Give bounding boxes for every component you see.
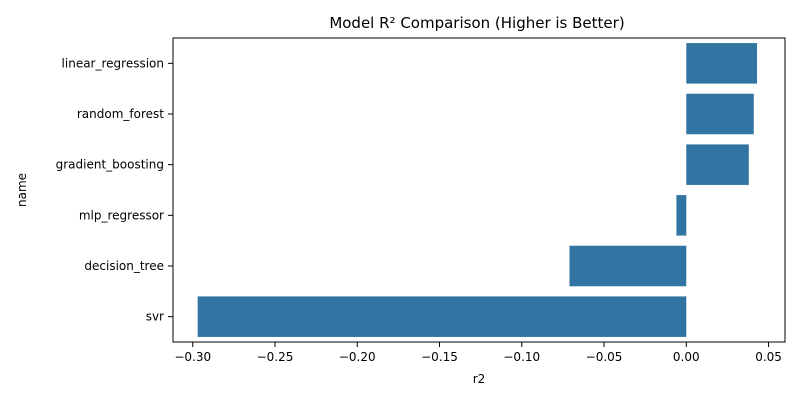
bar-gradient-boosting bbox=[686, 144, 749, 185]
x-tick-label: 0.00 bbox=[673, 350, 700, 364]
x-tick-label: 0.05 bbox=[755, 350, 782, 364]
x-tick-label: −0.05 bbox=[586, 350, 623, 364]
bar-linear-regression bbox=[686, 43, 758, 84]
bar-random-forest bbox=[686, 93, 754, 135]
x-tick-label: −0.25 bbox=[257, 350, 294, 364]
x-tick-label: −0.20 bbox=[339, 350, 376, 364]
y-tick-label: decision_tree bbox=[84, 259, 164, 273]
y-tick-label: random_forest bbox=[77, 107, 164, 121]
y-tick-label: mlp_regressor bbox=[79, 208, 164, 222]
x-tick-label: −0.10 bbox=[503, 350, 540, 364]
plot-frame bbox=[172, 37, 786, 343]
bar-decision-tree bbox=[569, 245, 687, 287]
x-axis-ticks: −0.30 −0.25 −0.20 −0.15 −0.10 −0.05 0.00 0.05 bbox=[174, 342, 782, 364]
y-axis-label: name bbox=[15, 173, 29, 207]
x-axis-label: r2 bbox=[473, 372, 486, 386]
bar-svr bbox=[197, 296, 687, 337]
chart-title: Model R² Comparison (Higher is Better) bbox=[329, 14, 624, 32]
x-tick-label: −0.30 bbox=[174, 350, 211, 364]
x-tick-label: −0.15 bbox=[421, 350, 458, 364]
y-tick-label: svr bbox=[146, 310, 164, 324]
y-tick-label: gradient_boosting bbox=[56, 158, 164, 172]
bar-mlp-regressor bbox=[676, 195, 687, 236]
y-tick-label: linear_regression bbox=[62, 56, 164, 70]
y-axis-ticks: linear_regression random_forest gradient_b… bbox=[56, 56, 173, 324]
bars-group bbox=[197, 43, 758, 337]
